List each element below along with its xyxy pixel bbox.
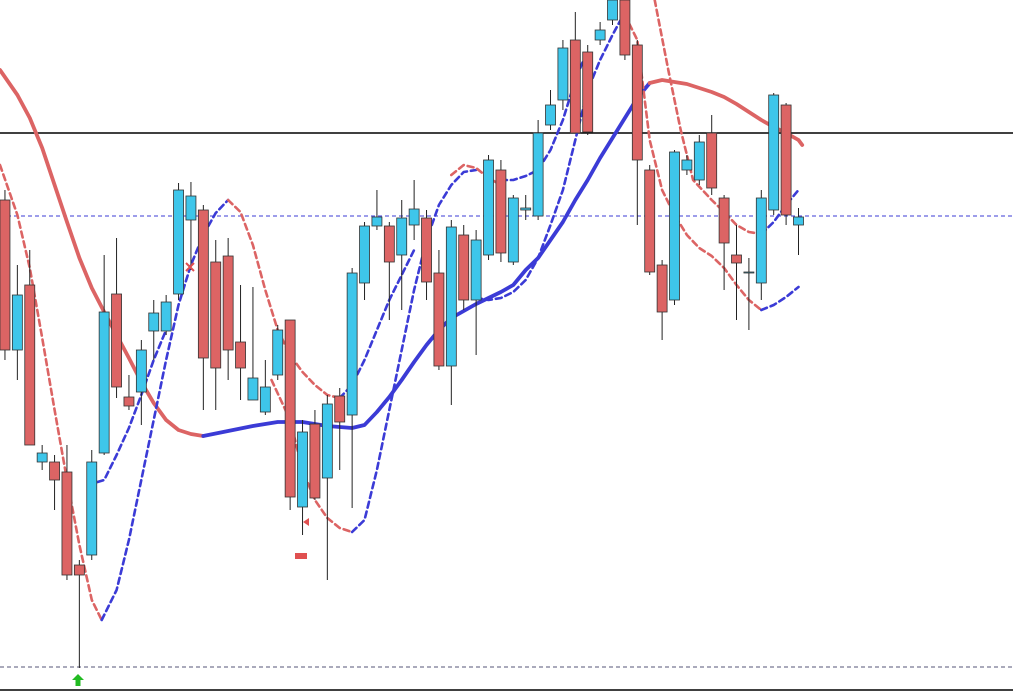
candle-body [507,197,519,263]
candle-body [98,311,110,454]
candle-body [321,403,333,479]
buy-arrow [72,674,84,686]
candle-body [470,239,482,301]
candle-body [160,301,172,332]
candle-body [210,261,222,369]
candle-body [793,216,804,226]
candle-body [445,226,457,367]
band-line [653,0,763,236]
candle-body [173,189,184,295]
signal-markers [72,262,309,686]
candle-layer [0,0,804,668]
candle-body [371,216,383,227]
candle-body [49,461,60,481]
candle-body [520,207,532,211]
cross-marker [185,262,195,272]
candle-body [594,29,606,41]
candle-body [235,341,246,369]
candle-body [780,104,792,216]
candle-body [495,169,507,254]
candle-body [557,47,569,101]
band-line [760,285,800,312]
candle-body [545,104,556,126]
candle-body [297,431,308,508]
candle-body [669,151,680,301]
candle-body [396,217,408,256]
candle-body [148,312,160,332]
candle-body [222,255,234,351]
band-line [350,168,478,534]
candle-body [36,452,48,463]
candle-body [421,217,432,283]
candle-body [731,254,742,264]
band-line [100,198,230,622]
candle-body [483,159,494,256]
band-line [474,10,627,302]
candle-body [607,0,618,21]
candle-body [247,377,259,401]
candle-body [185,195,197,221]
candle-body [569,39,581,134]
candle-body [123,396,135,407]
candle-body [359,225,370,284]
candle-body [755,197,767,284]
candle-body [135,349,147,393]
candle-body [619,0,631,56]
candle-body [433,272,445,367]
candle-body [631,44,643,161]
candle-body [532,132,544,217]
candle-body [693,141,705,181]
candle-body [346,272,358,416]
candle-body [272,329,284,376]
candle-body [644,169,656,273]
candle-body [111,293,122,388]
candle-body [11,294,23,351]
candle-body [768,94,780,211]
candle-body [334,395,346,423]
candle-body [718,197,730,244]
band-line [226,198,341,400]
candle-body [86,461,98,556]
candle-body [0,199,11,351]
sell-marker [303,518,309,526]
candle-body [582,51,594,133]
candle-body [383,225,395,263]
candle-body [259,386,271,413]
candle-body [24,284,36,446]
candle-body [309,423,321,499]
candle-body [458,234,470,301]
band-line [623,13,763,312]
candle-body [743,271,755,274]
candle-body [706,132,718,189]
candle-body [408,208,420,226]
candle-body [197,209,209,359]
candle-body [284,319,296,498]
candle-body [656,264,668,313]
sell-marker [295,553,307,559]
candle-body [61,471,73,576]
candle-body [73,564,85,576]
candle-body [681,159,693,171]
band-line [0,163,103,622]
